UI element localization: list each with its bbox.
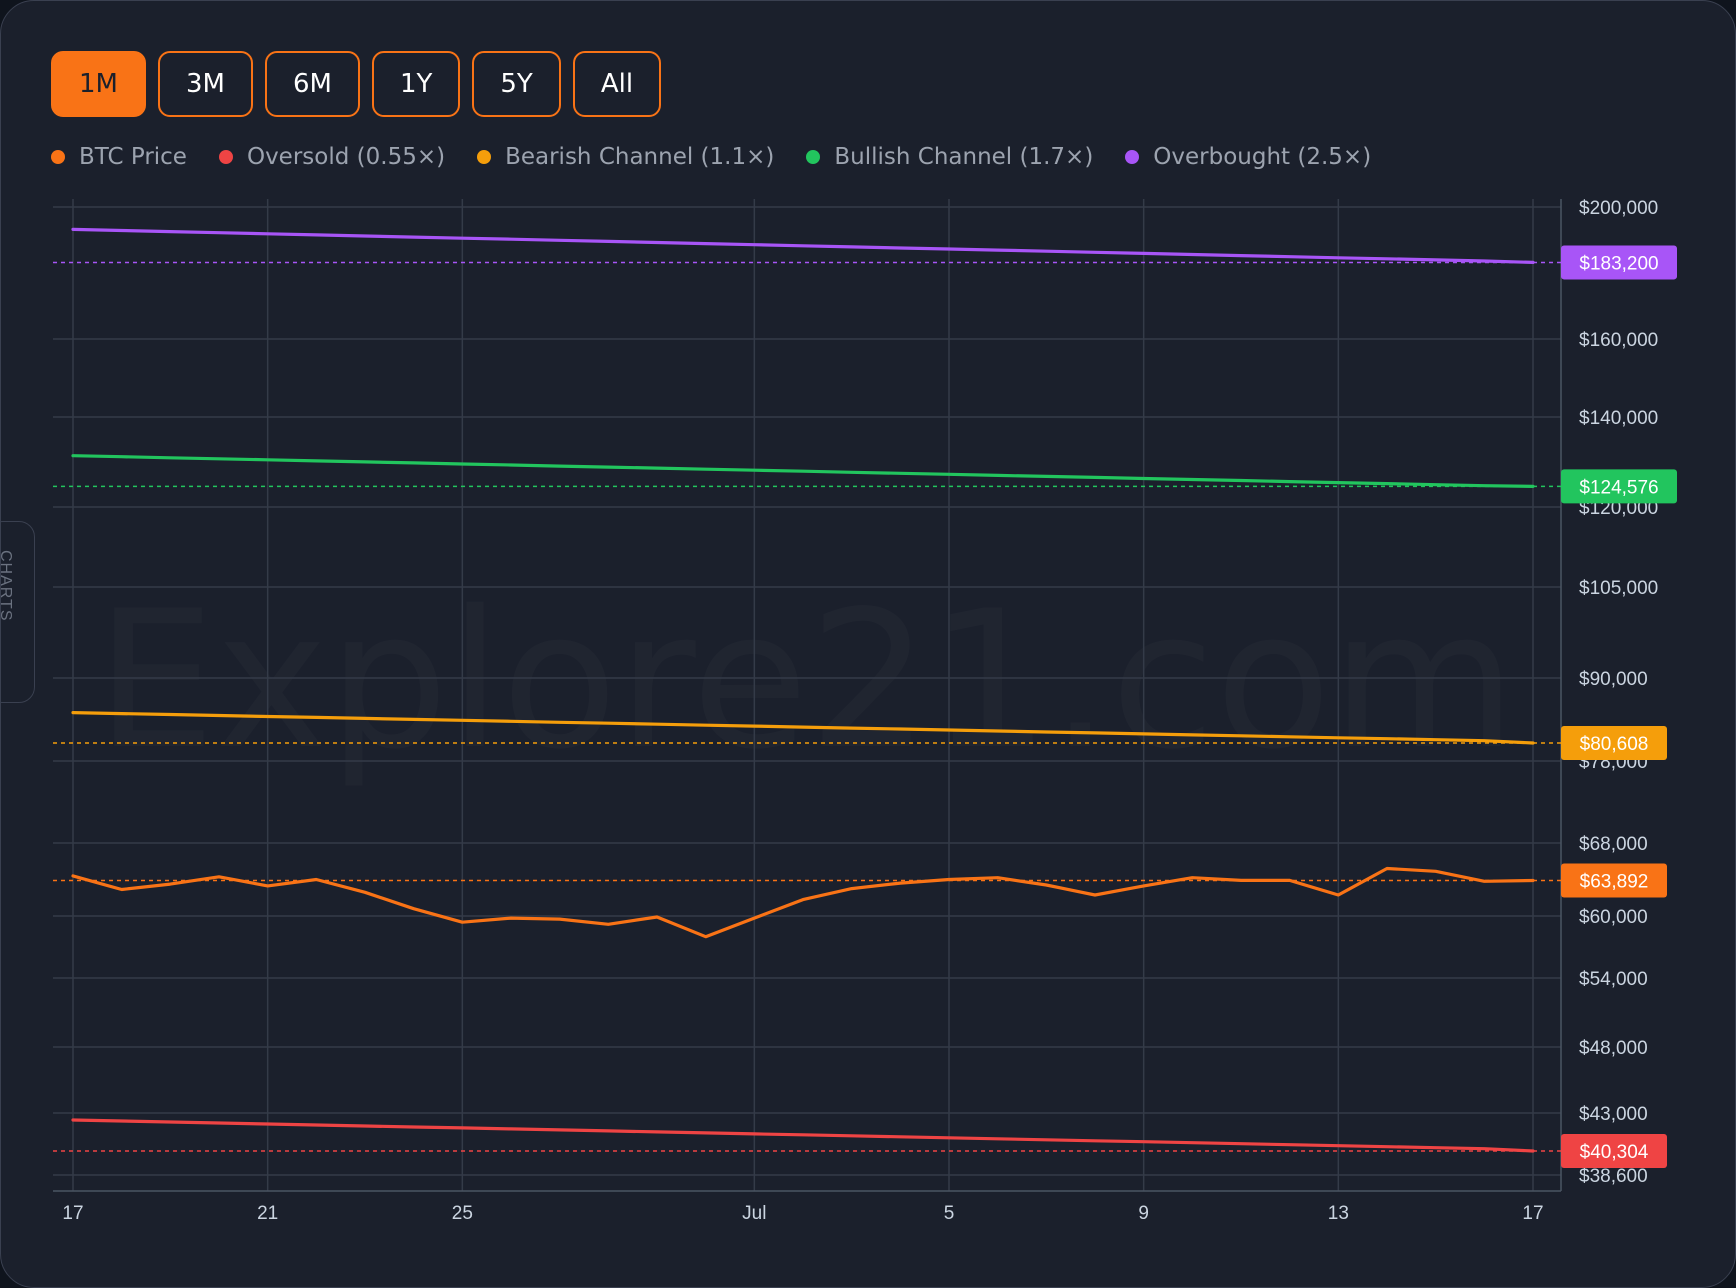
x-tick-label: 17 [62, 1203, 83, 1224]
legend-dot-icon [477, 150, 492, 164]
legend-dot-icon [806, 150, 821, 164]
last-value-label-bullish-channel: $124,576 [1579, 477, 1658, 498]
legend-dot-icon [218, 150, 233, 164]
x-tick-label: 21 [257, 1203, 278, 1224]
x-tick-label: 13 [1328, 1203, 1349, 1224]
legend-label: Bullish Channel (1.7×) [834, 144, 1094, 170]
x-tick-label: Jul [742, 1203, 766, 1224]
legend-item-bearish-channel[interactable]: Bearish Channel (1.1×) [477, 144, 774, 170]
last-value-badge-bullish-channel [1561, 469, 1677, 504]
legend-label: Overbought (2.5×) [1153, 144, 1372, 170]
x-tick-label: 5 [944, 1203, 955, 1224]
y-tick-label: $48,000 [1579, 1038, 1648, 1059]
y-tick-label: $43,000 [1579, 1104, 1648, 1125]
x-tick-label: 25 [452, 1203, 473, 1224]
legend-label: Oversold (0.55×) [246, 144, 446, 170]
series-line-bullish-channel [71, 454, 1535, 488]
last-value-label-bearish-channel: $80,608 [1580, 734, 1649, 755]
legend-item-btc-price[interactable]: BTC Price [51, 144, 187, 170]
charts-side-tab[interactable]: CHARTS [0, 521, 35, 703]
charts-tab-label: CHARTS [0, 550, 14, 622]
last-value-badge-btc-price [1561, 863, 1667, 898]
y-tick-label: $54,000 [1579, 969, 1648, 990]
time-range-selector: 1M 3M 6M 1Y 5Y All [51, 51, 662, 117]
range-button-all[interactable]: All [572, 51, 662, 117]
legend-item-oversold[interactable]: Oversold (0.55×) [218, 144, 446, 170]
last-value-badge-bearish-channel [1561, 725, 1667, 760]
y-tick-label: $140,000 [1579, 408, 1658, 429]
y-tick-label: $68,000 [1579, 834, 1648, 855]
y-tick-label: $38,600 [1579, 1166, 1648, 1187]
last-value-label-overbought: $183,200 [1579, 253, 1658, 274]
y-tick-label: $105,000 [1579, 578, 1658, 599]
legend-label: Bearish Channel (1.1×) [505, 144, 775, 170]
legend-item-overbought[interactable]: Overbought (2.5×) [1125, 144, 1371, 170]
legend-item-bullish-channel[interactable]: Bullish Channel (1.7×) [806, 144, 1093, 170]
range-button-1y[interactable]: 1Y [371, 51, 461, 117]
x-tick-label: 9 [1138, 1203, 1149, 1224]
series-line-oversold [71, 1118, 1535, 1153]
y-tick-label: $90,000 [1579, 669, 1648, 690]
chart-legend: BTC Price Oversold (0.55×) Bearish Chann… [51, 144, 1371, 170]
range-button-1m[interactable]: 1M [51, 51, 146, 117]
series-line-btc-price [71, 866, 1535, 939]
last-value-badge-overbought [1561, 245, 1677, 280]
legend-dot-icon [1125, 150, 1140, 164]
y-tick-label: $160,000 [1579, 330, 1658, 351]
range-button-3m[interactable]: 3M [157, 51, 253, 117]
range-button-6m[interactable]: 6M [264, 51, 360, 117]
series-line-bearish-channel [71, 710, 1535, 745]
range-button-5y[interactable]: 5Y [472, 51, 561, 117]
y-tick-label: $60,000 [1579, 907, 1648, 928]
last-value-label-oversold: $40,304 [1580, 1142, 1649, 1163]
last-value-label-btc-price: $63,892 [1580, 871, 1649, 892]
legend-dot-icon [51, 150, 65, 164]
y-tick-label: $200,000 [1579, 198, 1658, 219]
legend-label: BTC Price [79, 144, 187, 170]
x-tick-label: 17 [1522, 1203, 1543, 1224]
watermark-text: Explore21.com [96, 570, 1517, 791]
series-line-overbought [71, 227, 1535, 264]
last-value-badge-oversold [1561, 1133, 1667, 1168]
